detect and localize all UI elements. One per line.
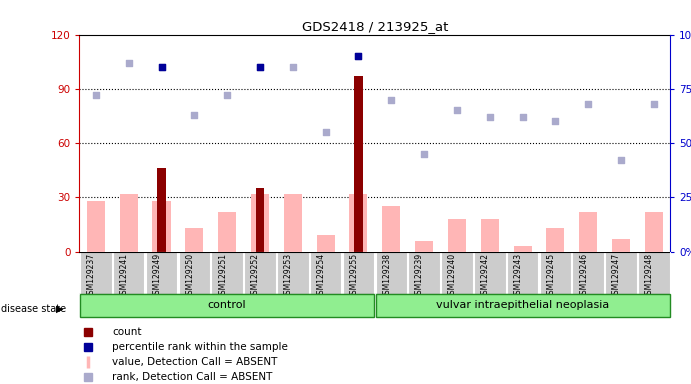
Point — [222, 92, 233, 98]
Text: GSM129247: GSM129247 — [612, 253, 621, 300]
Point — [517, 114, 528, 120]
Bar — [408, 252, 440, 294]
Bar — [441, 252, 473, 294]
Point — [320, 129, 331, 135]
Point — [287, 64, 299, 70]
Bar — [218, 212, 236, 252]
Title: GDS2418 / 213925_at: GDS2418 / 213925_at — [302, 20, 448, 33]
Text: control: control — [208, 300, 247, 310]
Bar — [448, 219, 466, 252]
Bar — [474, 252, 506, 294]
Bar — [513, 246, 531, 252]
Bar — [153, 201, 171, 252]
Bar — [256, 188, 264, 252]
Point — [550, 118, 561, 124]
Bar — [547, 228, 565, 252]
Point — [353, 53, 364, 60]
Bar — [605, 252, 637, 294]
Bar — [316, 235, 334, 252]
Point — [254, 64, 265, 70]
Text: percentile rank within the sample: percentile rank within the sample — [112, 342, 288, 352]
Point — [583, 101, 594, 107]
Bar — [579, 212, 597, 252]
Text: GSM129242: GSM129242 — [481, 253, 490, 299]
Bar — [638, 252, 670, 294]
Bar — [507, 252, 538, 294]
Bar — [158, 168, 166, 252]
Bar — [645, 212, 663, 252]
Text: GSM129255: GSM129255 — [350, 253, 359, 300]
Bar — [415, 241, 433, 252]
Text: GSM129254: GSM129254 — [316, 253, 325, 300]
Text: GSM129245: GSM129245 — [547, 253, 556, 300]
Bar — [211, 252, 243, 294]
Bar — [87, 201, 105, 252]
Bar — [375, 252, 407, 294]
Bar — [244, 252, 276, 294]
Point — [156, 64, 167, 70]
Text: GSM129240: GSM129240 — [448, 253, 457, 300]
Text: GSM129248: GSM129248 — [645, 253, 654, 299]
Bar — [113, 252, 144, 294]
Bar — [185, 228, 203, 252]
Text: GSM129239: GSM129239 — [415, 253, 424, 300]
Text: GSM129253: GSM129253 — [284, 253, 293, 300]
Point — [419, 151, 430, 157]
Text: GSM129252: GSM129252 — [251, 253, 260, 299]
Text: disease state: disease state — [1, 304, 66, 314]
Text: ▶: ▶ — [56, 304, 64, 314]
Text: GSM129249: GSM129249 — [153, 253, 162, 300]
Point — [254, 64, 265, 70]
Text: GSM129238: GSM129238 — [382, 253, 391, 299]
Bar — [343, 252, 375, 294]
Bar — [251, 194, 269, 252]
Bar — [540, 252, 571, 294]
Point — [616, 157, 627, 164]
Bar — [178, 252, 210, 294]
Point — [91, 92, 102, 98]
Bar — [481, 219, 499, 252]
Point — [484, 114, 495, 120]
Bar — [350, 194, 368, 252]
Text: count: count — [112, 327, 142, 337]
Text: GSM129243: GSM129243 — [513, 253, 522, 300]
Point — [189, 112, 200, 118]
Text: GSM129251: GSM129251 — [218, 253, 227, 299]
Text: GSM129250: GSM129250 — [185, 253, 194, 300]
Point — [123, 60, 134, 66]
Text: vulvar intraepithelial neoplasia: vulvar intraepithelial neoplasia — [436, 300, 609, 310]
Point — [156, 64, 167, 70]
Bar — [284, 194, 302, 252]
Bar — [120, 194, 138, 252]
Bar — [146, 252, 178, 294]
Text: value, Detection Call = ABSENT: value, Detection Call = ABSENT — [112, 357, 277, 367]
Point — [648, 101, 659, 107]
Point — [451, 108, 462, 114]
Bar — [375, 294, 670, 317]
Bar — [612, 239, 630, 252]
Bar — [572, 252, 604, 294]
Text: GSM129237: GSM129237 — [87, 253, 96, 300]
Point — [386, 97, 397, 103]
Bar — [382, 206, 400, 252]
Bar — [80, 294, 375, 317]
Bar — [80, 252, 112, 294]
Text: rank, Detection Call = ABSENT: rank, Detection Call = ABSENT — [112, 372, 272, 382]
Bar — [277, 252, 309, 294]
Text: GSM129246: GSM129246 — [579, 253, 588, 300]
Text: GSM129241: GSM129241 — [120, 253, 129, 299]
Bar — [354, 76, 363, 252]
Bar — [310, 252, 341, 294]
Point — [353, 53, 364, 60]
